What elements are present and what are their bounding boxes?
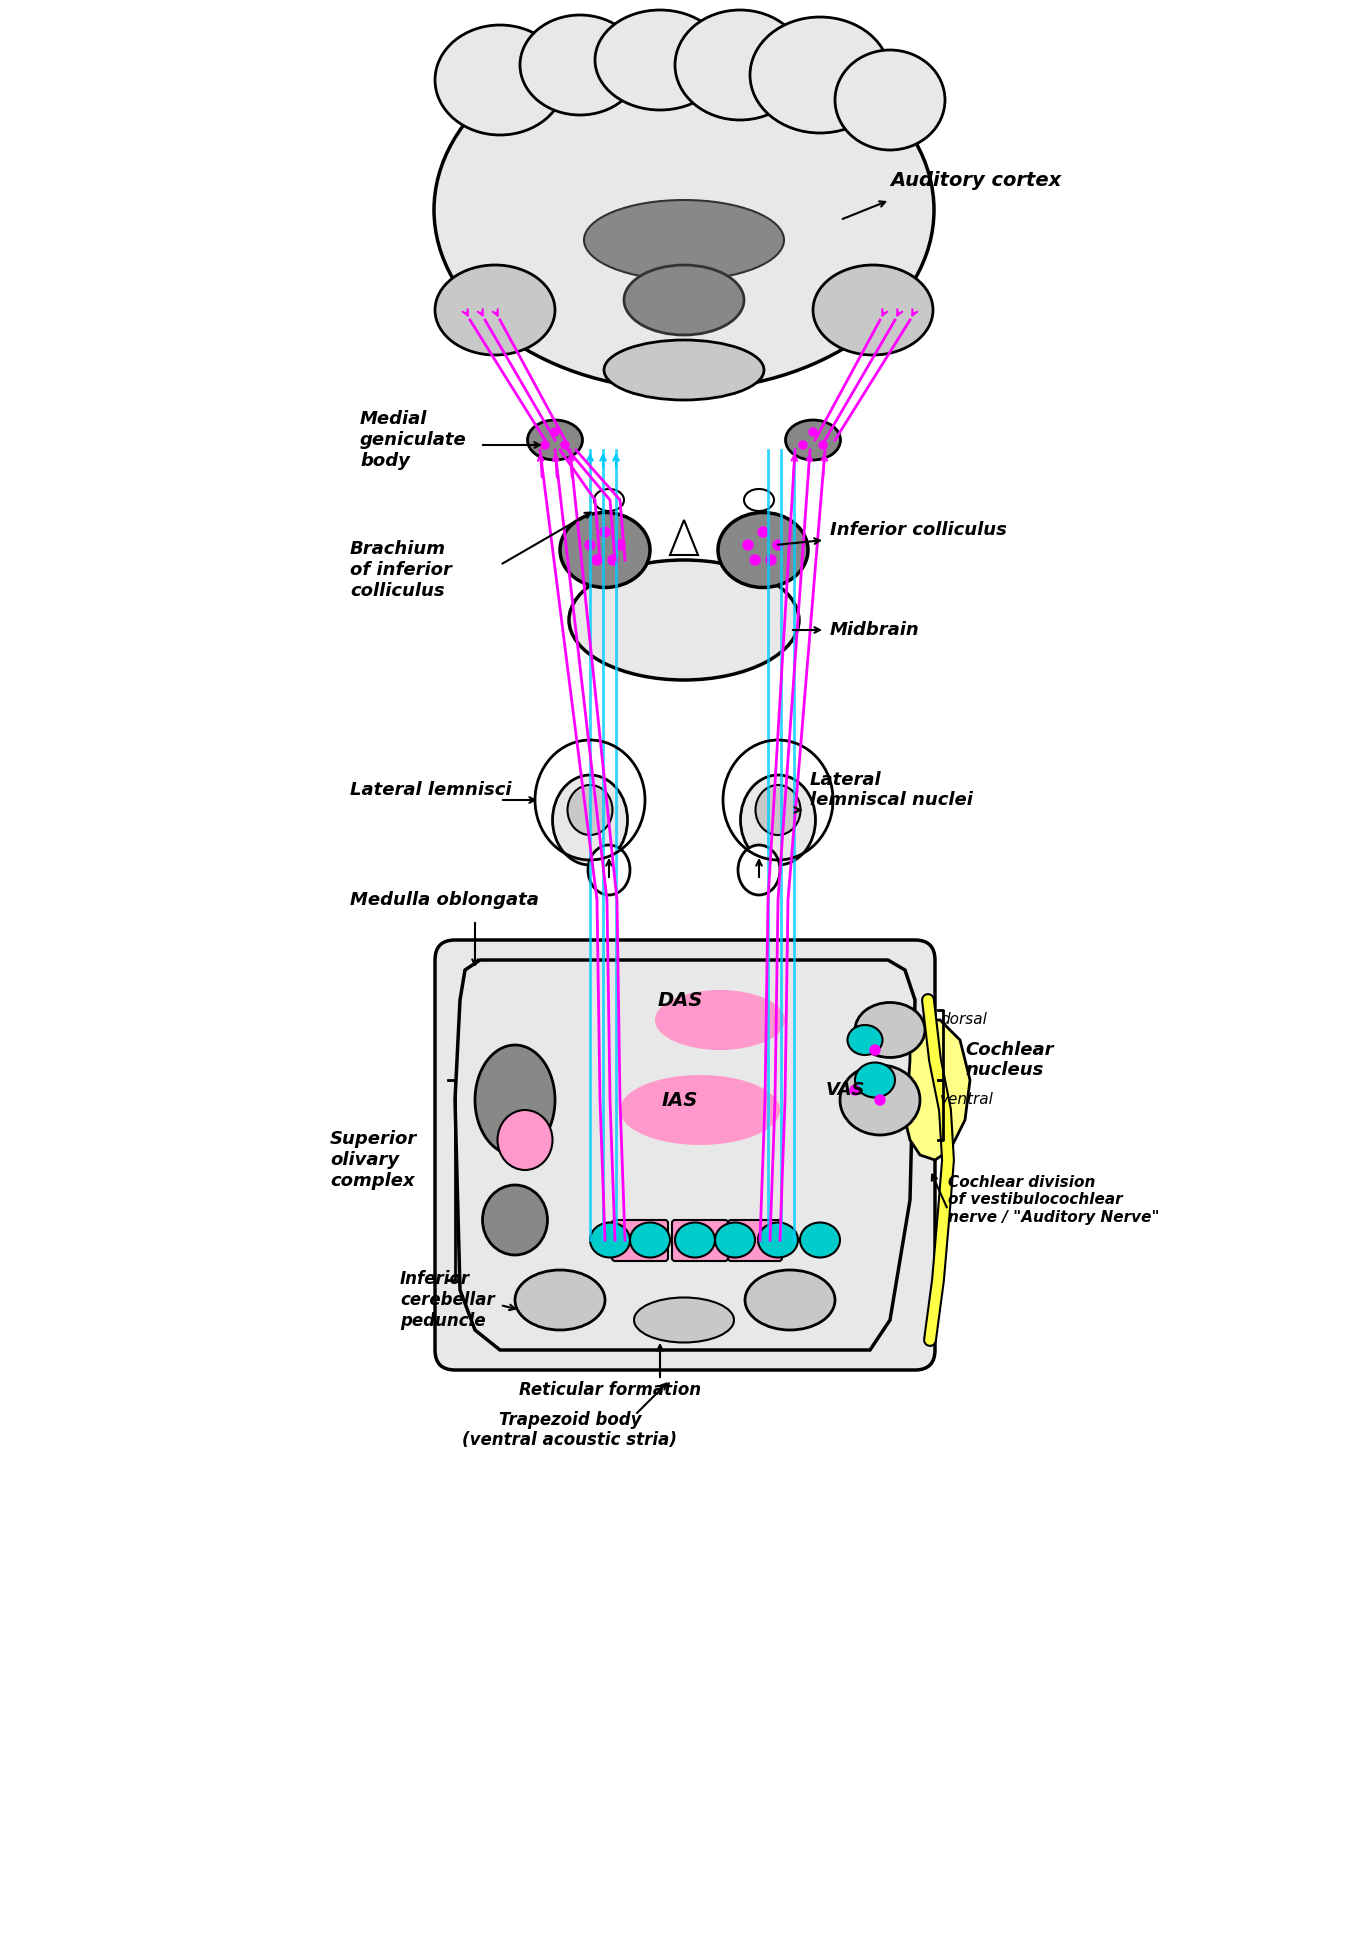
Circle shape [586, 539, 595, 551]
Text: Medial
geniculate
body: Medial geniculate body [360, 411, 466, 469]
Ellipse shape [498, 1109, 553, 1170]
Text: Medulla oblongata: Medulla oblongata [350, 891, 539, 909]
Circle shape [758, 527, 767, 537]
Circle shape [601, 527, 610, 537]
Ellipse shape [435, 265, 555, 354]
Text: Reticular formation: Reticular formation [518, 1382, 700, 1399]
Ellipse shape [520, 16, 640, 115]
Ellipse shape [620, 1074, 780, 1144]
Ellipse shape [633, 1298, 735, 1343]
Ellipse shape [740, 775, 815, 866]
Ellipse shape [785, 420, 840, 459]
Ellipse shape [434, 29, 934, 389]
Ellipse shape [594, 488, 624, 512]
Ellipse shape [800, 1222, 840, 1257]
Circle shape [551, 428, 560, 436]
Circle shape [607, 555, 618, 564]
Ellipse shape [746, 1271, 834, 1329]
Ellipse shape [483, 1185, 547, 1255]
Circle shape [850, 1086, 860, 1096]
Ellipse shape [813, 265, 933, 354]
Circle shape [773, 539, 782, 551]
Ellipse shape [718, 512, 808, 588]
Text: Trapezoid body
(ventral acoustic stria): Trapezoid body (ventral acoustic stria) [462, 1411, 677, 1450]
Circle shape [743, 539, 752, 551]
Circle shape [876, 1096, 885, 1105]
Ellipse shape [569, 560, 799, 679]
Ellipse shape [848, 1026, 882, 1055]
Ellipse shape [750, 18, 891, 132]
Ellipse shape [744, 488, 774, 512]
Ellipse shape [834, 51, 945, 150]
Ellipse shape [758, 1222, 798, 1257]
Circle shape [750, 555, 761, 564]
Ellipse shape [584, 200, 784, 280]
Circle shape [808, 428, 817, 436]
Ellipse shape [674, 1222, 715, 1257]
Ellipse shape [514, 1271, 605, 1329]
Ellipse shape [590, 1222, 631, 1257]
Circle shape [870, 1045, 880, 1055]
Text: Brachium
of inferior
colliculus: Brachium of inferior colliculus [350, 541, 451, 599]
Ellipse shape [855, 1063, 895, 1098]
Circle shape [592, 555, 602, 564]
FancyBboxPatch shape [611, 1220, 668, 1261]
Ellipse shape [855, 1002, 925, 1057]
Ellipse shape [674, 10, 804, 121]
Ellipse shape [553, 775, 628, 866]
Text: dorsal: dorsal [940, 1012, 986, 1027]
Ellipse shape [624, 265, 744, 335]
PathPatch shape [906, 1020, 970, 1160]
Ellipse shape [631, 1222, 670, 1257]
PathPatch shape [456, 959, 915, 1351]
Circle shape [561, 442, 569, 450]
Circle shape [616, 539, 625, 551]
Ellipse shape [605, 341, 763, 401]
Circle shape [540, 442, 549, 450]
Text: VAS: VAS [825, 1080, 865, 1099]
FancyBboxPatch shape [728, 1220, 782, 1261]
Ellipse shape [715, 1222, 755, 1257]
Text: Lateral lemnisci: Lateral lemnisci [350, 780, 512, 800]
Ellipse shape [595, 10, 725, 111]
Text: IAS: IAS [662, 1090, 698, 1109]
Text: Inferior
cerebellar
peduncle: Inferior cerebellar peduncle [399, 1271, 495, 1329]
Circle shape [819, 442, 828, 450]
Text: Inferior colliculus: Inferior colliculus [830, 522, 1007, 539]
Ellipse shape [655, 991, 785, 1051]
Text: Auditory cortex: Auditory cortex [891, 171, 1062, 189]
Text: Lateral
lemniscal nuclei: Lateral lemniscal nuclei [810, 771, 973, 810]
Circle shape [799, 442, 807, 450]
Ellipse shape [588, 845, 631, 895]
Text: Cochlear
nucleus: Cochlear nucleus [964, 1041, 1053, 1080]
Ellipse shape [840, 1064, 921, 1135]
Circle shape [766, 555, 776, 564]
Ellipse shape [475, 1045, 555, 1156]
Ellipse shape [755, 784, 800, 835]
FancyBboxPatch shape [672, 1220, 728, 1261]
FancyBboxPatch shape [435, 940, 934, 1370]
Text: Midbrain: Midbrain [830, 621, 919, 638]
Text: ventral: ventral [940, 1092, 995, 1107]
Ellipse shape [560, 512, 650, 588]
Polygon shape [670, 520, 698, 555]
Text: Superior
olivary
complex: Superior olivary complex [330, 1131, 417, 1189]
Text: Cochlear division
of vestibulocochlear
nerve / "Auditory Nerve": Cochlear division of vestibulocochlear n… [948, 1175, 1160, 1224]
Ellipse shape [737, 845, 780, 895]
Ellipse shape [435, 25, 565, 134]
Ellipse shape [568, 784, 613, 835]
Text: DAS: DAS [657, 991, 703, 1010]
Ellipse shape [528, 420, 583, 459]
